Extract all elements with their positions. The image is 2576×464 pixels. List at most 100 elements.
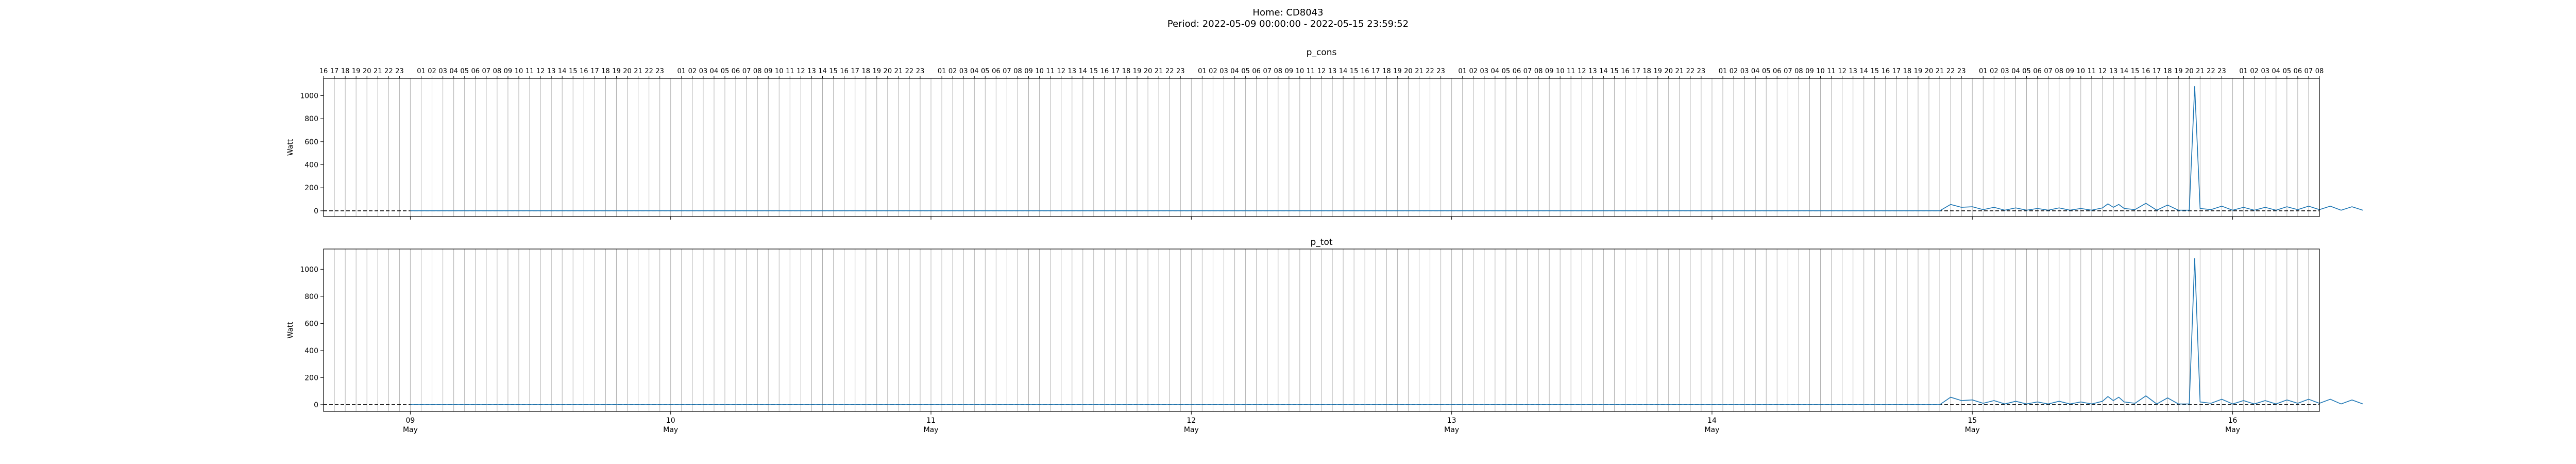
hour-tick-label: 10 <box>1296 68 1304 75</box>
hour-tick-label: 17 <box>2153 68 2161 75</box>
hour-tick-label: 21 <box>1675 68 1684 75</box>
hour-tick-label: 23 <box>916 68 925 75</box>
hour-tick-label: 19 <box>352 68 361 75</box>
hour-tick-label: 18 <box>601 68 610 75</box>
hour-tick-label: 13 <box>1328 68 1337 75</box>
hour-tick-label: 12 <box>536 68 545 75</box>
hour-tick-label: 21 <box>894 68 903 75</box>
hour-tick-label: 01 <box>938 68 946 75</box>
hour-tick-label: 03 <box>1219 68 1228 75</box>
hour-tick-label: 21 <box>1155 68 1163 75</box>
hour-tick-label: 09 <box>1285 68 1294 75</box>
x-tick-label-month: May <box>1444 426 1459 434</box>
hour-tick-label: 10 <box>775 68 784 75</box>
hour-tick-label: 12 <box>2098 68 2107 75</box>
hour-tick-label: 07 <box>1523 68 1532 75</box>
hour-tick-label: 07 <box>742 68 751 75</box>
hour-tick-label: 17 <box>851 68 859 75</box>
hour-tick-label: 04 <box>1751 68 1760 75</box>
hour-tick-label: 23 <box>1697 68 1706 75</box>
hour-tick-label: 15 <box>1090 68 1098 75</box>
hour-tick-label: 04 <box>1230 68 1239 75</box>
hour-tick-label: 02 <box>2250 68 2259 75</box>
hour-tick-label: 21 <box>374 68 382 75</box>
hour-tick-label: 22 <box>1165 68 1174 75</box>
y-tick-label: 0 <box>314 207 318 216</box>
hour-tick-label: 21 <box>1936 68 1944 75</box>
hour-tick-label: 02 <box>1209 68 1217 75</box>
hour-tick-label: 16 <box>1100 68 1109 75</box>
hour-tick-label: 15 <box>1870 68 1879 75</box>
hour-tick-label: 10 <box>1556 68 1565 75</box>
hour-tick-label: 20 <box>2185 68 2194 75</box>
hour-tick-label: 08 <box>2055 68 2063 75</box>
hour-tick-label: 14 <box>1339 68 1348 75</box>
hour-tick-label: 19 <box>872 68 881 75</box>
x-tick-label-day: 16 <box>2228 417 2238 425</box>
y-tick-label: 1000 <box>300 266 318 274</box>
hour-tick-label: 11 <box>2088 68 2096 75</box>
hour-tick-label: 19 <box>1133 68 1142 75</box>
hour-tick-label: 09 <box>2065 68 2074 75</box>
hour-tick-label: 14 <box>1599 68 1608 75</box>
hour-tick-label: 01 <box>677 68 686 75</box>
hour-tick-label: 02 <box>1469 68 1478 75</box>
y-tick-label: 1000 <box>300 92 318 101</box>
hour-tick-label: 16 <box>319 68 328 75</box>
hour-tick-label: 22 <box>1686 68 1695 75</box>
hour-tick-label: 22 <box>645 68 653 75</box>
hour-tick-label: 18 <box>1642 68 1651 75</box>
hour-tick-label: 13 <box>2109 68 2118 75</box>
hour-tick-label: 06 <box>1773 68 1782 75</box>
hour-tick-label: 20 <box>363 68 371 75</box>
hour-tick-label: 06 <box>992 68 1001 75</box>
hour-tick-label: 23 <box>655 68 664 75</box>
hour-tick-label: 06 <box>2294 68 2302 75</box>
y-tick-label: 400 <box>304 347 318 355</box>
hour-tick-label: 10 <box>515 68 523 75</box>
hour-tick-label: 09 <box>504 68 513 75</box>
hour-tick-label: 05 <box>2022 68 2031 75</box>
x-tick-label-day: 12 <box>1187 417 1196 425</box>
page-subtitle: Period: 2022-05-09 00:00:00 - 2022-05-15… <box>1167 19 1409 29</box>
hour-tick-label: 08 <box>1534 68 1543 75</box>
hour-tick-label: 03 <box>699 68 708 75</box>
hour-tick-label: 05 <box>1762 68 1771 75</box>
y-tick-label: 0 <box>314 401 318 409</box>
hour-tick-label: 12 <box>1317 68 1326 75</box>
hour-tick-label: 08 <box>1274 68 1283 75</box>
hour-tick-label: 07 <box>1003 68 1011 75</box>
hour-tick-label: 15 <box>829 68 838 75</box>
y-tick-label: 200 <box>304 184 318 192</box>
x-tick-label-month: May <box>1184 426 1199 434</box>
series-line <box>410 86 2363 211</box>
hour-tick-label: 22 <box>384 68 393 75</box>
x-tick-label-month: May <box>663 426 678 434</box>
hour-tick-label: 11 <box>1827 68 1836 75</box>
page-title: Home: CD8043 <box>1252 7 1324 18</box>
hour-tick-label: 10 <box>1816 68 1825 75</box>
x-tick-label-month: May <box>2225 426 2240 434</box>
hour-tick-label: 11 <box>1307 68 1315 75</box>
chart-panel-p-cons: 16 17 18 19 20 21 22 23 01 02 03 04 05 06 07 08 09 10 11 12… <box>286 47 2363 220</box>
hour-tick-label: 18 <box>1122 68 1131 75</box>
hour-tick-label: 02 <box>428 68 436 75</box>
hour-tick-label: 11 <box>1046 68 1055 75</box>
hour-tick-label: 11 <box>786 68 794 75</box>
panel-title: p_tot <box>1310 237 1332 247</box>
y-tick-label: 600 <box>304 320 318 328</box>
hour-tick-label: 13 <box>547 68 556 75</box>
y-tick-label: 400 <box>304 161 318 170</box>
hour-tick-label: 15 <box>1610 68 1619 75</box>
hour-tick-label: 16 <box>1621 68 1630 75</box>
hour-tick-label: 22 <box>2207 68 2215 75</box>
hour-tick-label: 14 <box>1079 68 1088 75</box>
hour-tick-label: 08 <box>2315 68 2324 75</box>
hour-tick-label: 06 <box>2033 68 2042 75</box>
hour-tick-label: 15 <box>1350 68 1359 75</box>
series-line <box>410 258 2363 405</box>
hour-tick-label: 04 <box>2272 68 2281 75</box>
hour-tick-label: 16 <box>840 68 849 75</box>
hour-tick-label: 03 <box>438 68 447 75</box>
hour-tick-label: 23 <box>1436 68 1445 75</box>
